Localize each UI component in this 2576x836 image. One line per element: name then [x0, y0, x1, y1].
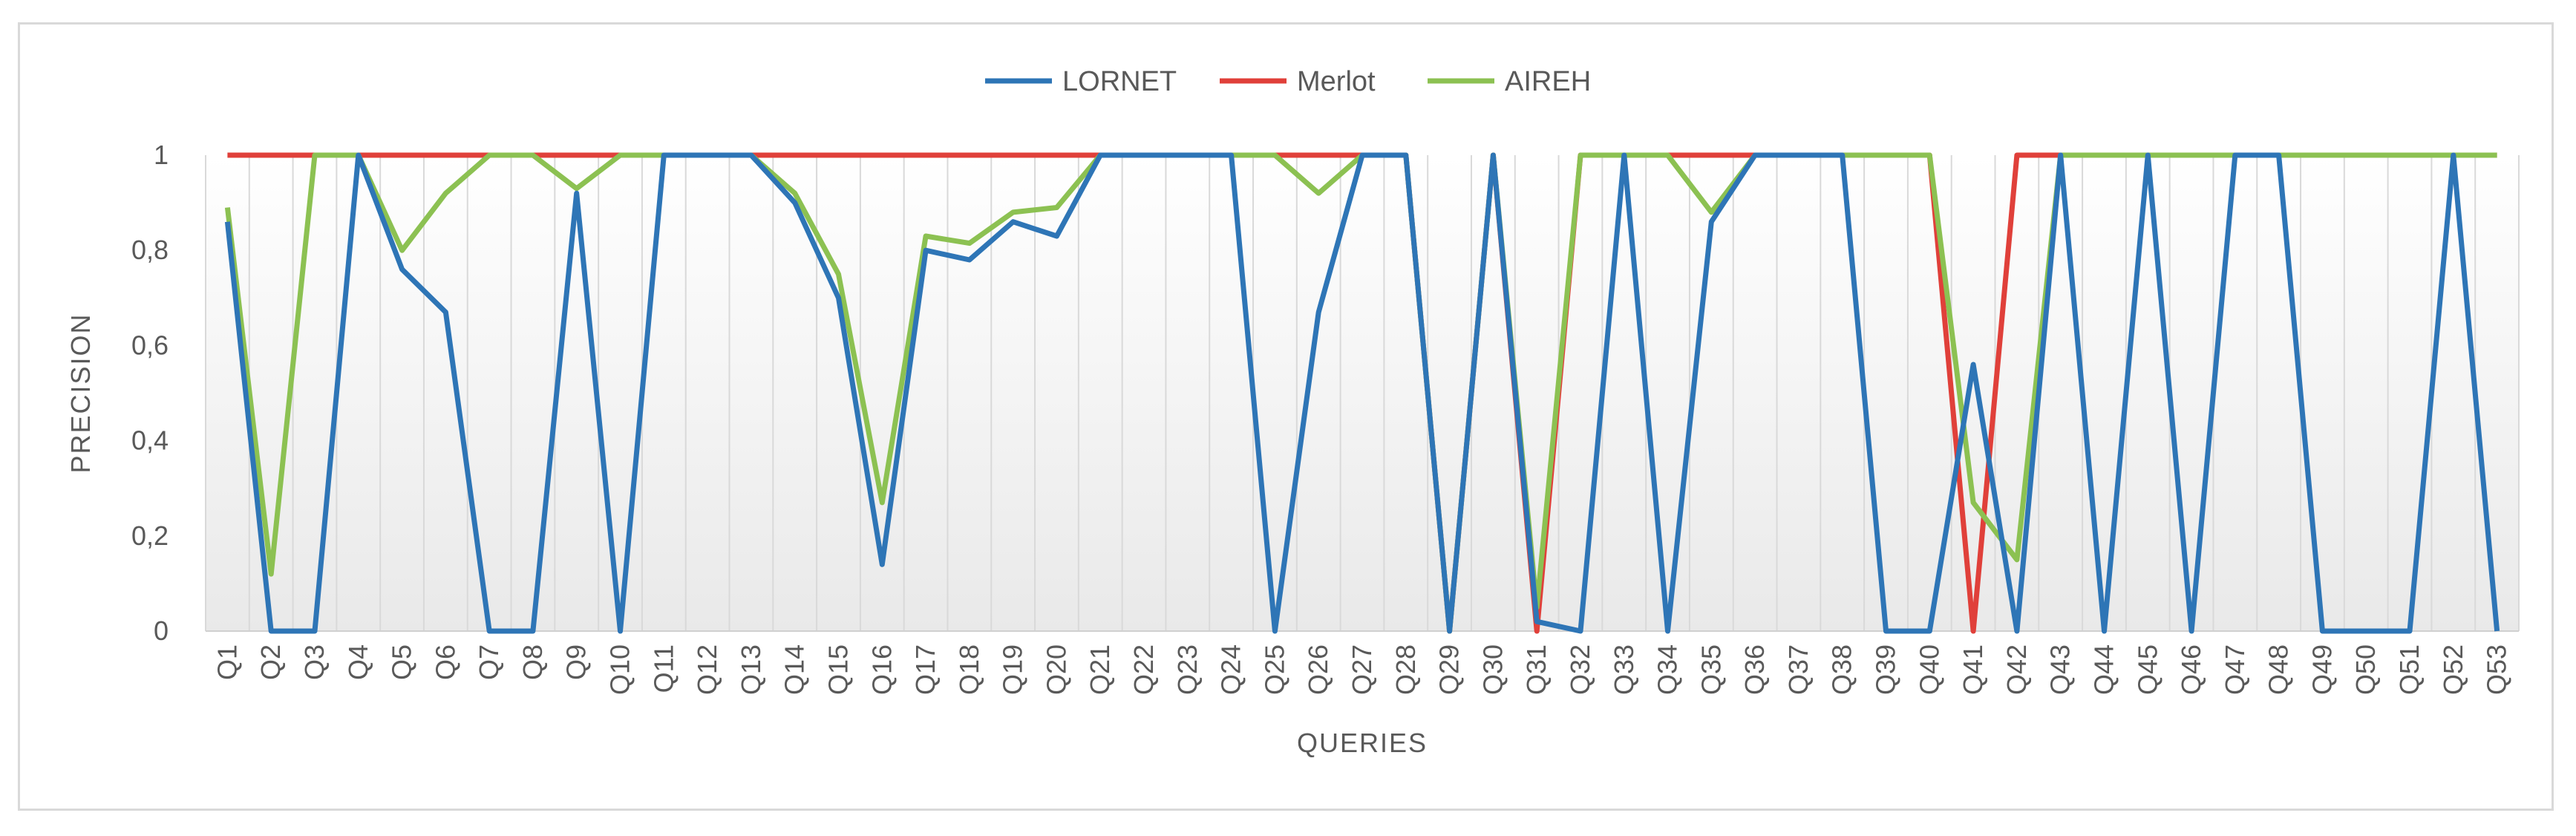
- x-tick-label: Q30: [1477, 644, 1508, 695]
- legend-label: AIREH: [1505, 66, 1591, 97]
- y-tick-label: 1: [154, 140, 169, 170]
- y-tick-label: 0: [154, 615, 169, 646]
- x-tick-label: Q32: [1565, 644, 1595, 695]
- x-tick-label: Q1: [212, 644, 242, 680]
- x-tick-label: Q9: [561, 644, 592, 680]
- x-tick-label: Q22: [1128, 644, 1159, 695]
- x-tick-label: Q42: [2001, 644, 2032, 695]
- x-tick-label: Q33: [1609, 644, 1639, 695]
- x-axis-title: QUERIES: [1297, 728, 1428, 758]
- x-tick-label: Q2: [255, 644, 286, 680]
- x-tick-label: Q10: [605, 644, 635, 695]
- x-tick-label: Q36: [1739, 644, 1770, 695]
- x-tick-label: Q52: [2438, 644, 2468, 695]
- x-tick-label: Q4: [343, 644, 373, 680]
- x-tick-label: Q51: [2394, 644, 2425, 695]
- x-tick-label: Q24: [1216, 644, 1246, 695]
- y-tick-label: 0,4: [131, 425, 169, 456]
- legend-label: Merlot: [1297, 66, 1376, 97]
- x-tick-label: Q35: [1696, 644, 1726, 695]
- legend: LORNET Merlot AIREH: [985, 66, 1591, 97]
- x-tick-label: Q20: [1041, 644, 1071, 695]
- plot-area: [206, 155, 2519, 631]
- y-tick-label: 0,6: [131, 330, 169, 360]
- legend-label: LORNET: [1062, 66, 1177, 97]
- x-tick-label: Q19: [998, 644, 1028, 695]
- x-tick-label: Q37: [1783, 644, 1814, 695]
- x-tick-label: Q39: [1871, 644, 1901, 695]
- x-tick-label: Q41: [1958, 644, 1988, 695]
- x-tick-label: Q17: [910, 644, 941, 695]
- x-tick-label: Q15: [823, 644, 853, 695]
- x-tick-label: Q21: [1085, 644, 1115, 695]
- x-tick-label: Q47: [2220, 644, 2250, 695]
- x-tick-label: Q46: [2176, 644, 2206, 695]
- x-tick-label: Q14: [779, 644, 810, 695]
- gridlines: [205, 155, 2520, 632]
- x-tick-label: Q23: [1172, 644, 1203, 695]
- chart-frame: LORNET Merlot AIREH 0 0,2 0,4 0,6 0,8 1 Q1 Q2 Q3 Q…: [18, 22, 2554, 811]
- x-tick-label: Q27: [1347, 644, 1377, 695]
- y-axis: 0 0,2 0,4 0,6 0,8 1: [131, 140, 169, 646]
- x-tick-label: Q6: [430, 644, 460, 680]
- x-tick-label: Q8: [517, 644, 548, 680]
- x-tick-label: Q7: [474, 644, 504, 680]
- x-tick-label: Q43: [2045, 644, 2076, 695]
- x-tick-label: Q45: [2132, 644, 2163, 695]
- x-tick-label: Q11: [648, 644, 679, 693]
- x-tick-label: Q16: [866, 644, 897, 695]
- x-tick-label: Q38: [1827, 644, 1857, 695]
- x-tick-label: Q49: [2307, 644, 2337, 695]
- x-tick-label: Q12: [692, 644, 722, 695]
- x-tick-label: Q25: [1259, 644, 1289, 695]
- x-tick-label: Q34: [1653, 644, 1683, 695]
- x-tick-label: Q31: [1521, 644, 1552, 695]
- x-tick-label: Q48: [2263, 644, 2294, 695]
- series-line-lornet: [224, 152, 2500, 634]
- x-tick-label: Q28: [1390, 644, 1421, 695]
- y-axis-title: PRECISION: [65, 313, 96, 473]
- x-tick-label: Q3: [299, 644, 330, 680]
- x-tick-label: Q40: [1914, 644, 1944, 695]
- line-chart: LORNET Merlot AIREH 00,20,40,60,81 Q1 Q2 Q3 Q…: [65, 66, 2520, 758]
- x-tick-label: Q44: [2088, 644, 2119, 695]
- x-tick-label: Q29: [1434, 644, 1465, 695]
- x-axis: Q1 Q2 Q3 Q4 Q5 Q6 Q7 Q8 Q9 Q10 Q11 Q12 Q13 Q14 Q15 Q16 Q…: [212, 644, 2511, 695]
- y-tick-label: 0,2: [131, 520, 169, 551]
- y-tick-label: 0,8: [131, 235, 169, 265]
- x-tick-label: Q18: [954, 644, 984, 695]
- x-tick-label: Q5: [387, 644, 417, 680]
- x-tick-label: Q50: [2350, 644, 2381, 695]
- series-lines: [224, 152, 2500, 634]
- x-tick-label: Q13: [736, 644, 766, 695]
- x-tick-label: Q26: [1303, 644, 1333, 695]
- x-tick-label: Q53: [2482, 644, 2512, 695]
